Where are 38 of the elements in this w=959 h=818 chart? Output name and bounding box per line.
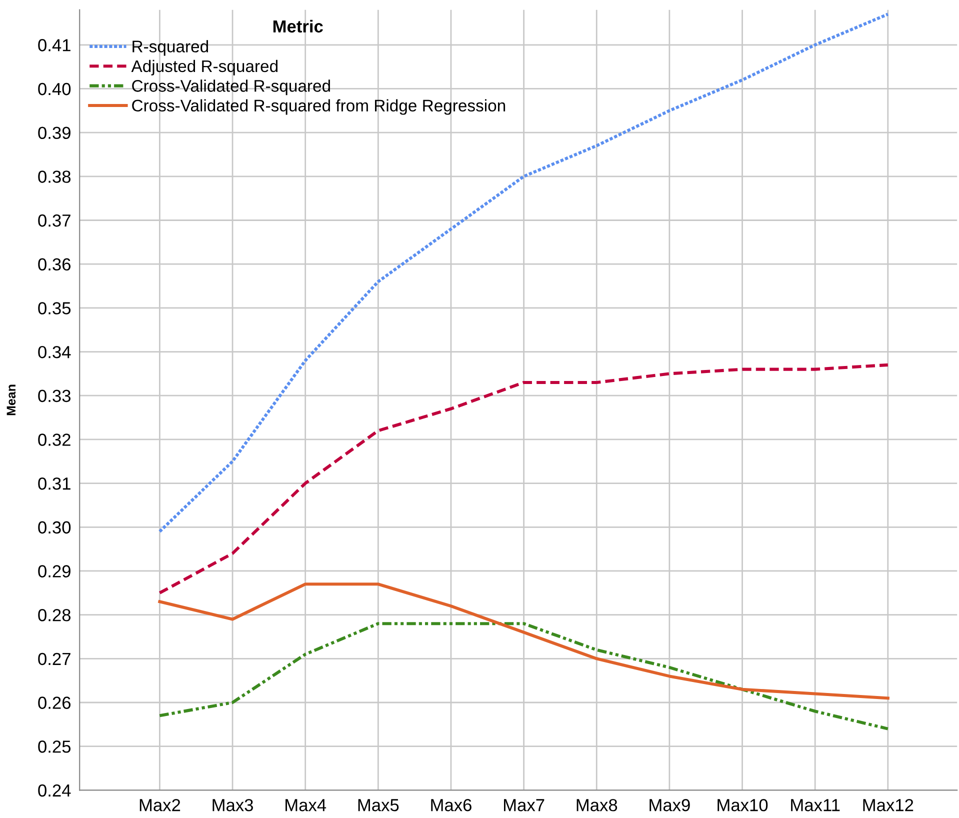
line-series <box>158 363 890 594</box>
legend-label: Adjusted R-squared <box>131 60 278 76</box>
x-tick-label: Max6 <box>431 798 472 812</box>
y-axis-title: Mean <box>6 384 16 416</box>
legend-label: R-squared <box>132 40 208 56</box>
x-tick-label: Max5 <box>358 799 399 812</box>
y-tick-label: 0.27 <box>38 652 70 666</box>
x-tick-label: Max8 <box>576 798 618 812</box>
y-tick-label: 0.28 <box>38 608 71 622</box>
y-tick-label: 0.30 <box>38 521 71 534</box>
y-tick-label: 0.39 <box>38 126 70 140</box>
line-series <box>158 582 890 700</box>
y-tick-label: 0.38 <box>38 170 71 183</box>
y-tick-label: 0.32 <box>38 434 70 446</box>
x-tick-label: Max11 <box>791 799 840 812</box>
x-tick-label: Max3 <box>212 798 253 812</box>
x-tick-label: Max4 <box>286 799 326 812</box>
x-tick-label: Max2 <box>140 798 180 812</box>
legend-title: Metric <box>273 20 323 33</box>
y-tick-label: 0.41 <box>38 39 70 52</box>
y-tick-label: 0.35 <box>38 302 71 314</box>
legend-label: Cross-Validated R-squared <box>132 80 330 96</box>
y-tick-label: 0.31 <box>38 477 70 490</box>
legend-label: Cross-Validated R-squared from Ridge Regression <box>132 99 506 115</box>
x-tick-label: Max10 <box>718 798 768 812</box>
y-tick-label: 0.26 <box>38 696 71 709</box>
x-tick-label: Max7 <box>504 799 544 812</box>
y-tick-label: 0.37 <box>38 214 70 227</box>
y-tick-label: 0.33 <box>38 390 71 402</box>
y-tick-label: 0.29 <box>38 565 70 578</box>
x-tick-label: Max9 <box>650 798 690 812</box>
line-series <box>158 622 890 730</box>
y-tick-label: 0.34 <box>38 346 71 358</box>
y-tick-label: 0.40 <box>38 82 71 96</box>
y-tick-label: 0.24 <box>38 784 71 797</box>
x-tick-label: Max12 <box>863 798 914 812</box>
y-tick-label: 0.36 <box>38 258 71 271</box>
y-tick-label: 0.25 <box>38 740 71 753</box>
